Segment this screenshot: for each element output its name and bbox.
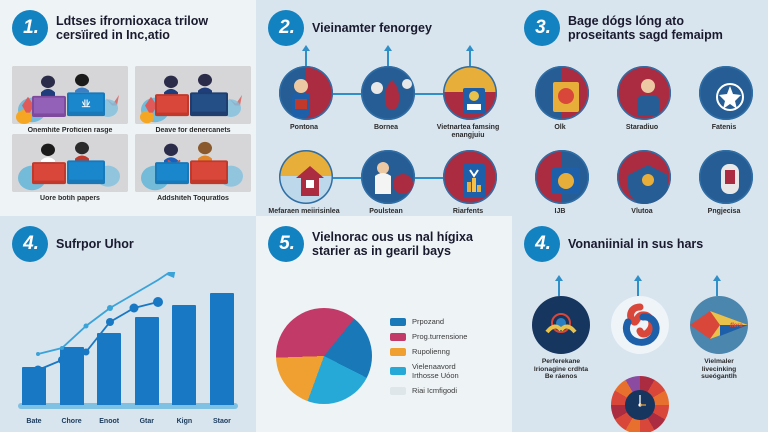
- svg-text:业: 业: [81, 99, 91, 108]
- svg-text:flera: flera: [730, 323, 743, 329]
